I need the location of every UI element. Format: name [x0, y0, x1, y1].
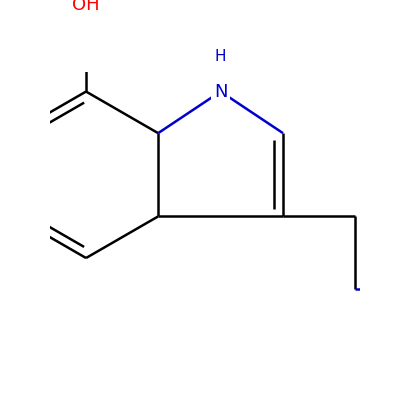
Text: N: N — [214, 82, 227, 100]
Text: OH: OH — [72, 0, 100, 14]
Text: H: H — [215, 49, 226, 64]
